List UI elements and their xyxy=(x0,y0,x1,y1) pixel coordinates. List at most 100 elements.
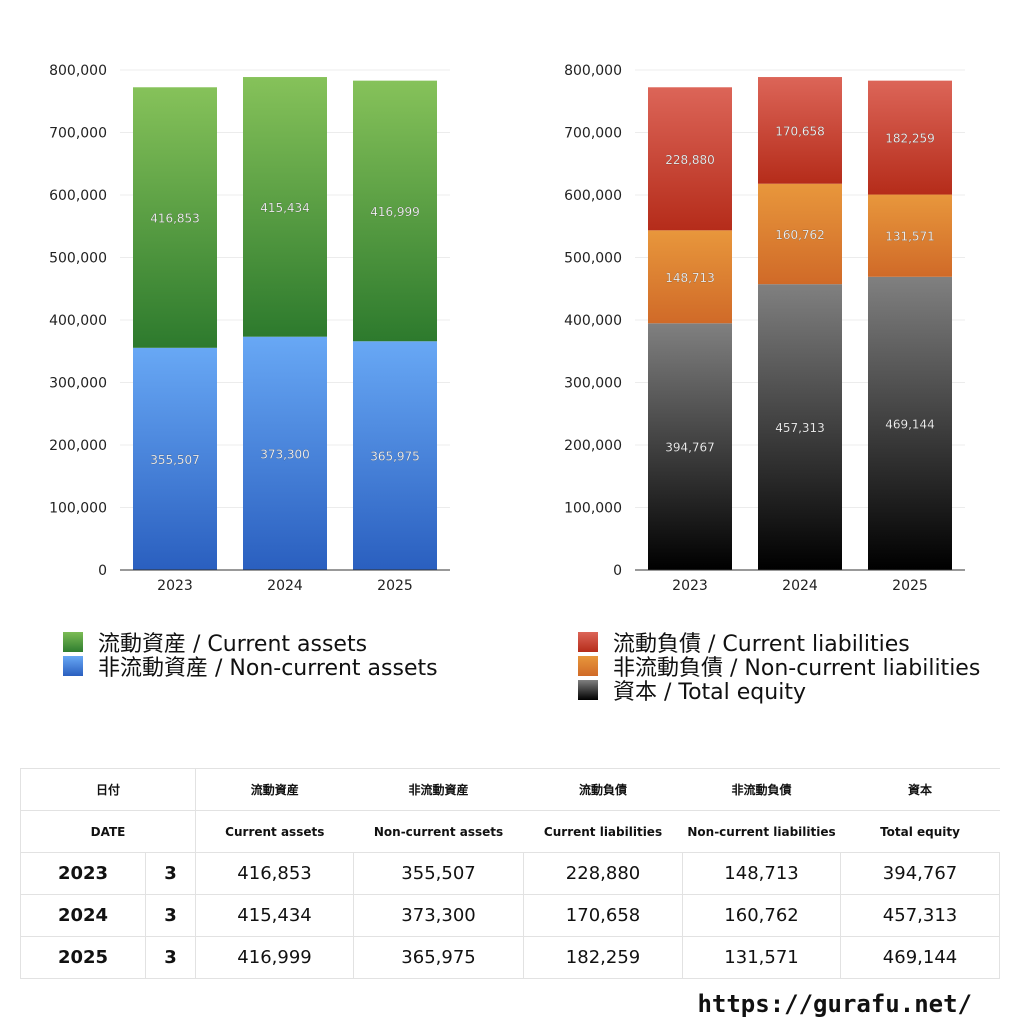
data-label: 457,313 xyxy=(775,421,825,435)
x-tick-label: 2024 xyxy=(267,578,303,594)
bar-segment xyxy=(353,80,437,342)
legend-label: 流動負債 / Current liabilities xyxy=(613,632,910,657)
year-cell: 2023 xyxy=(20,852,146,895)
header-cell: DATE xyxy=(19,810,197,853)
value-cell: 416,853 xyxy=(195,852,355,895)
value-cell: 469,144 xyxy=(840,936,1001,979)
legend-label: 流動資産 / Current assets xyxy=(98,632,368,657)
legend-label: 資本 / Total equity xyxy=(613,680,806,705)
y-tick-label: 400,000 xyxy=(49,313,107,329)
bar-segment xyxy=(243,77,327,337)
value-cell: 355,507 xyxy=(353,852,525,895)
legend-label: 非流動資産 / Non-current assets xyxy=(98,656,438,681)
bar-segment xyxy=(133,87,217,348)
y-tick-label: 600,000 xyxy=(49,188,107,204)
bar-segment xyxy=(868,80,952,195)
y-tick-label: 800,000 xyxy=(564,63,622,79)
x-tick-label: 2024 xyxy=(782,578,818,594)
legend-item-current-liabilities: 流動負債 / Current liabilities xyxy=(578,630,980,657)
header-cell: 非流動負債 xyxy=(682,768,841,811)
x-tick-label: 2025 xyxy=(377,578,413,594)
y-tick-label: 100,000 xyxy=(564,501,622,517)
value-cell: 131,571 xyxy=(682,936,842,979)
site-url[interactable]: https://gurafu.net/ xyxy=(697,990,972,1018)
x-tick-label: 2025 xyxy=(892,578,928,594)
chart-1: 0 100,000 200,000 300,000 400,000 500,000 600,… xyxy=(564,63,965,594)
bar-segment xyxy=(868,194,952,277)
legend-label: 非流動負債 / Non-current liabilities xyxy=(613,656,981,681)
y-tick-label: 100,000 xyxy=(49,501,107,517)
data-label: 416,999 xyxy=(370,205,420,219)
bar-segment xyxy=(648,87,732,231)
y-tick-label: 0 xyxy=(613,563,622,579)
table-row: 2023 3 416,853 355,507 228,880 148,713 394,767 xyxy=(20,852,1001,895)
value-cell: 365,975 xyxy=(353,936,525,979)
y-tick-label: 500,000 xyxy=(564,251,622,267)
legend-right: 流動負債 / Current liabilities 非流動負債 / Non-c… xyxy=(578,630,980,705)
value-cell: 182,259 xyxy=(523,936,684,979)
bar-segment xyxy=(758,77,842,184)
y-tick-label: 300,000 xyxy=(564,376,622,392)
header-cell: 日付 xyxy=(19,768,197,811)
month-cell: 3 xyxy=(144,936,197,979)
chart-0: 0 100,000 200,000 300,000 400,000 500,000 600,… xyxy=(49,63,450,594)
header-cell: Current liabilities xyxy=(523,810,683,853)
data-label: 148,713 xyxy=(665,271,715,285)
y-tick-label: 700,000 xyxy=(564,126,622,142)
data-label: 170,658 xyxy=(775,124,825,138)
data-label: 394,767 xyxy=(665,441,715,455)
bar-segment xyxy=(133,347,217,570)
legend-item-current-assets: 流動資産 / Current assets xyxy=(63,630,438,657)
month-cell: 3 xyxy=(144,894,197,937)
table-header-jp: 日付 流動資産 非流動資産 流動負債 非流動負債 資本 xyxy=(19,768,1000,811)
legend-item-non-current-liabilities: 非流動負債 / Non-current liabilities xyxy=(578,654,980,681)
table-row: 2024 3 415,434 373,300 170,658 160,762 457,313 xyxy=(20,894,1001,937)
y-tick-label: 700,000 xyxy=(49,126,107,142)
value-cell: 373,300 xyxy=(353,894,525,937)
bar-segment xyxy=(648,323,732,570)
data-label: 416,853 xyxy=(150,212,200,226)
legend-left: 流動資産 / Current assets 非流動資産 / Non-curren… xyxy=(63,630,438,681)
legend-swatch xyxy=(578,680,598,700)
header-cell: 非流動資産 xyxy=(353,768,524,811)
charts: 0 100,000 200,000 300,000 400,000 500,000 600,… xyxy=(49,63,965,594)
data-label: 160,762 xyxy=(775,228,825,242)
header-cell: Total equity xyxy=(840,810,1000,853)
legend-swatch xyxy=(63,632,83,652)
bar-segment xyxy=(758,284,842,570)
year-cell: 2024 xyxy=(20,894,146,937)
y-tick-label: 300,000 xyxy=(49,376,107,392)
value-cell: 160,762 xyxy=(682,894,842,937)
y-tick-label: 500,000 xyxy=(49,251,107,267)
y-tick-label: 600,000 xyxy=(564,188,622,204)
header-cell: 資本 xyxy=(840,768,1000,811)
data-label: 373,300 xyxy=(260,447,310,461)
y-tick-label: 400,000 xyxy=(564,313,622,329)
data-label: 469,144 xyxy=(885,417,935,431)
data-label: 182,259 xyxy=(885,132,935,146)
year-cell: 2025 xyxy=(20,936,146,979)
header-cell: Non-current assets xyxy=(353,810,524,853)
month-cell: 3 xyxy=(144,852,197,895)
header-cell: 流動負債 xyxy=(523,768,683,811)
legend-swatch xyxy=(63,656,83,676)
legend-item-total-equity: 資本 / Total equity xyxy=(578,678,980,705)
y-tick-label: 200,000 xyxy=(49,438,107,454)
table-row: 2025 3 416,999 365,975 182,259 131,571 469,144 xyxy=(20,936,1001,979)
value-cell: 148,713 xyxy=(682,852,842,895)
value-cell: 228,880 xyxy=(523,852,684,895)
data-label: 228,880 xyxy=(665,153,715,167)
bar-segment xyxy=(243,336,327,570)
data-label: 131,571 xyxy=(885,230,935,244)
header-cell: Current assets xyxy=(195,810,354,853)
legend-swatch xyxy=(578,656,598,676)
y-tick-label: 800,000 xyxy=(49,63,107,79)
bar-segment xyxy=(758,183,842,285)
header-cell: 流動資産 xyxy=(195,768,354,811)
data-label: 355,507 xyxy=(150,453,200,467)
table-header-en: DATE Current assets Non-current assets C… xyxy=(19,810,1000,853)
legend-swatch xyxy=(578,632,598,652)
value-cell: 416,999 xyxy=(195,936,355,979)
legend-item-non-current-assets: 非流動資産 / Non-current assets xyxy=(63,654,438,681)
